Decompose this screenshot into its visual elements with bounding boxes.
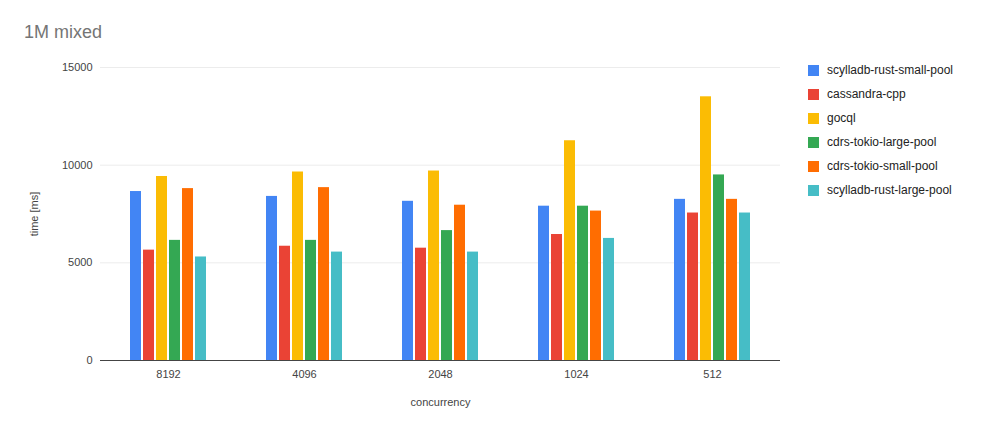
html-text:1M mixed: 1M mixed bbox=[24, 22, 102, 42]
svg-text:10000: 10000 bbox=[62, 159, 93, 171]
svg-text:512: 512 bbox=[703, 368, 721, 380]
html-text:gocql: gocql bbox=[827, 111, 856, 125]
svg-text:8192: 8192 bbox=[156, 368, 180, 380]
svg-text:15000: 15000 bbox=[62, 61, 93, 73]
html-text:scylladb-rust-large-pool: scylladb-rust-large-pool bbox=[827, 183, 952, 197]
svg-text:1024: 1024 bbox=[564, 368, 588, 380]
html-text:cdrs-tokio-small-pool: cdrs-tokio-small-pool bbox=[827, 159, 938, 173]
svg-text:2048: 2048 bbox=[428, 368, 452, 380]
html-text:cassandra-cpp: cassandra-cpp bbox=[827, 87, 906, 101]
svg-text:4096: 4096 bbox=[292, 368, 316, 380]
svg-text:5000: 5000 bbox=[68, 256, 92, 268]
svg-text:concurrency: concurrency bbox=[411, 396, 471, 408]
html-text:cdrs-tokio-large-pool: cdrs-tokio-large-pool bbox=[827, 135, 937, 149]
svg-text:time [ms]: time [ms] bbox=[28, 192, 40, 237]
html-text:scylladb-rust-small-pool: scylladb-rust-small-pool bbox=[827, 63, 953, 77]
svg-text:0: 0 bbox=[86, 354, 92, 366]
